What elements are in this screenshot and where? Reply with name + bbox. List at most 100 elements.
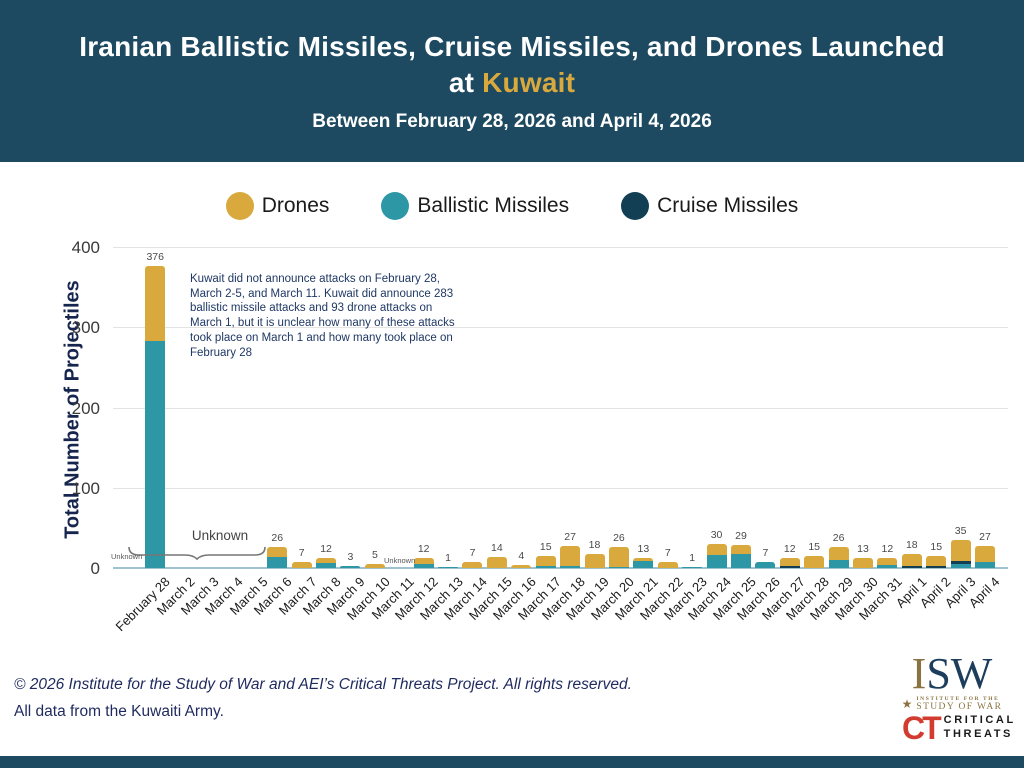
bar-march-6 — [267, 547, 288, 568]
bar-slot-march-17: 15 March 17 — [514, 247, 563, 623]
bar-slot-march-18: 27 March 18 — [539, 247, 588, 623]
bar-segment-ballistic-missiles — [608, 567, 629, 568]
bar-slot-march-13: 1 March 13 — [417, 247, 466, 623]
bar-value-label: 27 — [979, 531, 991, 544]
bar-segment-cruise-missiles — [950, 560, 971, 564]
bar-segment-drones — [291, 562, 312, 568]
bar-value-label: 35 — [954, 524, 967, 537]
bar-value-label: 18 — [905, 538, 918, 551]
bar-value-label: 14 — [491, 541, 503, 554]
bar-march-29 — [828, 547, 849, 568]
title-line1: Iranian Ballistic Missiles, Cruise Missi… — [79, 30, 945, 62]
legend: Drones Ballistic Missiles Cruise Missile… — [0, 192, 1024, 220]
bar-april-2 — [926, 555, 947, 568]
bar-slot-march-9: 3 March 9 — [324, 247, 368, 618]
unknown-label-feb28: Unknown — [111, 552, 143, 561]
bar-segment-ballistic-missiles — [755, 562, 776, 568]
bar-segment-ballistic-missiles — [730, 553, 751, 568]
bar-april-4 — [975, 546, 996, 568]
bar-segment-drones — [730, 544, 751, 554]
isw-wordmark-line2: STUDY OF WAR — [916, 702, 1003, 712]
title-line2-prefix: at — [448, 67, 483, 98]
bar-slot-march-14: 7 March 14 — [441, 247, 490, 623]
underbrace-icon — [128, 546, 266, 560]
bar-segment-ballistic-missiles — [438, 567, 459, 568]
unknown-label-march11: Unknown — [384, 556, 416, 565]
annotation-note: Kuwait did not announce attacks on Febru… — [190, 273, 455, 359]
bar-value-label: 1 — [689, 552, 696, 565]
bar-slot-march-29: 26 March 29 — [807, 247, 856, 623]
bar-slot-march-7: 7 March 7 — [275, 247, 319, 617]
bar-value-label: 7 — [762, 547, 769, 560]
critical-threats-logo: CT CRITICAL THREATS — [902, 712, 1016, 744]
isw-logo: ISW ★ INSTITUTE FOR THE STUDY OF WAR — [896, 652, 1008, 713]
header-banner: Iranian Ballistic Missiles, Cruise Missi… — [0, 0, 1024, 162]
bar-segment-cruise-missiles — [926, 566, 947, 568]
bar-segment-drones — [926, 555, 947, 567]
bar-segment-drones — [877, 558, 898, 565]
y-axis-ticks: 0 100 200 300 400 — [58, 238, 106, 578]
legend-label-ballistic-missiles: Ballistic Missiles — [417, 194, 570, 217]
bar-slot-march-31: 12 March 31 — [856, 247, 905, 623]
bar-value-label: 15 — [808, 540, 821, 553]
legend-label-cruise-missiles: Cruise Missiles — [657, 194, 799, 217]
bar-segment-drones — [511, 564, 532, 568]
isw-wordmark-line1: INSTITUTE FOR THE — [916, 696, 1000, 702]
ballistic-missiles-swatch-icon — [381, 192, 410, 220]
bar-slot-march-26: 7 March 26 — [734, 247, 783, 623]
bar-slot-march-8: 12 March 8 — [300, 247, 344, 617]
gridline-200 — [113, 407, 1008, 409]
drones-swatch-icon — [225, 192, 254, 220]
cruise-missiles-swatch-icon — [621, 192, 650, 220]
legend-label-drones: Drones — [261, 194, 330, 217]
bar-segment-drones — [804, 555, 825, 568]
bar-value-label: 29 — [735, 529, 747, 542]
bar-value-label: 27 — [564, 531, 576, 544]
copyright-text: © 2026 Institute for the Study of War an… — [14, 676, 632, 693]
ct-wordmark-line2: THREATS — [943, 728, 1013, 740]
y-tick-0: 0 — [90, 559, 100, 578]
isw-acronym: ISW — [896, 652, 1008, 696]
ct-wordmark-line1: CRITICAL — [943, 714, 1016, 727]
bar-segment-drones — [852, 557, 873, 568]
star-icon: ★ — [901, 696, 913, 711]
bar-value-label: 12 — [881, 543, 894, 556]
bar-segment-drones — [706, 543, 727, 556]
bar-segment-drones — [413, 558, 434, 564]
bar-april-1 — [901, 553, 922, 568]
bar-value-label: 15 — [539, 540, 552, 553]
bar-march-24 — [706, 543, 727, 568]
bar-value-label: 18 — [588, 538, 601, 551]
bar-march-14 — [462, 562, 483, 568]
bar-slot-march-2: March 2 — [153, 247, 197, 618]
bar-value-label: 7 — [664, 547, 671, 560]
bar-slot-april-3: 35 April 3 — [942, 247, 979, 611]
bar-march-31 — [877, 558, 898, 568]
bar-slot-march-16: 4 March 16 — [490, 247, 539, 623]
bar-value-label: 376 — [146, 251, 164, 264]
bar-segment-drones — [267, 547, 288, 557]
bar-february-28 — [145, 266, 166, 568]
bar-slot-march-30: 13 March 30 — [832, 247, 881, 623]
bar-segment-drones — [584, 553, 605, 568]
bar-march-10 — [364, 564, 385, 568]
x-axis-line — [113, 567, 1008, 569]
bar-slot-march-23: 1 March 23 — [661, 247, 710, 623]
bar-march-12 — [413, 558, 434, 568]
bar-value-label: 12 — [417, 543, 430, 556]
gridline-100 — [113, 487, 1008, 489]
bar-segment-drones — [975, 546, 996, 563]
bar-march-26 — [755, 562, 776, 568]
bar-segment-ballistic-missiles — [340, 565, 361, 568]
bar-segment-drones — [535, 555, 556, 567]
bar-march-15 — [486, 556, 507, 568]
ct-monogram-icon: CT — [902, 710, 942, 746]
bar-march-22 — [657, 562, 678, 568]
bar-segment-cruise-missiles — [901, 566, 922, 568]
y-tick-300: 300 — [71, 318, 100, 338]
bar-value-label: 4 — [518, 549, 525, 562]
bar-segment-ballistic-missiles — [633, 560, 654, 568]
bar-slot-april-2: 15 April 2 — [917, 247, 954, 611]
bar-segment-ballistic-missiles — [682, 567, 703, 568]
